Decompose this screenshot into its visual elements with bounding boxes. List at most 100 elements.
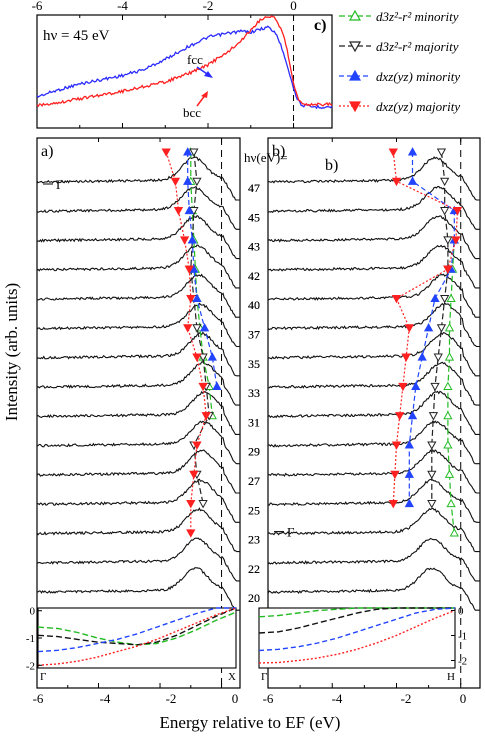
band-marker: [433, 353, 443, 362]
band-marker: [212, 381, 222, 390]
hv-label: 20: [248, 591, 260, 605]
spectrum-line: [268, 361, 480, 406]
spectrum-line: [267, 215, 480, 260]
spectrum-line: [267, 449, 480, 494]
panel-c-tick-label: 0: [290, 0, 297, 13]
x-tick-label: -2: [166, 691, 177, 706]
band-marker: [198, 382, 208, 392]
spectrum-line: [267, 478, 480, 523]
hv-label: 22: [248, 562, 260, 576]
inset-frame: [258, 607, 456, 669]
hv-label: 33: [248, 386, 260, 400]
inset-band-curve: [258, 609, 456, 664]
spectrum-line: [36, 478, 240, 523]
band-marker: [449, 528, 459, 537]
spectrum-line: [36, 449, 240, 494]
band-marker: [391, 294, 402, 304]
x-axis-label: Energy relative to EF (eV): [160, 713, 341, 732]
spectrum-line: [267, 156, 480, 201]
inset-band-curve: [258, 607, 455, 634]
legend-label: d3z²-r² majority: [376, 39, 459, 54]
band-marker: [189, 148, 199, 157]
band-marker: [391, 177, 402, 187]
panel-a: 47 45 43 42 40 37 35 33 31 29 27 25 23 22 20 a) Γ 0 -1 -2 Γ X: [26, 137, 260, 689]
spectrum-line: [267, 302, 480, 348]
band-marker: [390, 470, 400, 480]
band-marker: [183, 324, 193, 333]
hv-label: 22: [248, 562, 260, 576]
hv-label: 31: [248, 415, 260, 429]
inset-y-tick-label: -1: [26, 633, 35, 645]
hv-label: 35: [248, 357, 260, 371]
inset-y-tick-label: -1: [458, 631, 467, 643]
hv-label: 40: [248, 298, 260, 312]
spectrum-line: [36, 156, 240, 201]
band-marker: [436, 324, 447, 333]
panel-c-tick-label: -2: [203, 0, 214, 13]
band-marker: [183, 176, 193, 185]
band-marker: [183, 147, 193, 156]
hv-label: 47: [248, 181, 260, 195]
legend-marker: [348, 41, 362, 53]
band-marker: [388, 500, 398, 509]
legend-marker: [348, 9, 362, 21]
dispersion-line: [165, 151, 207, 533]
hv-label: 20: [248, 591, 260, 605]
legend-entry: dxz(yz) majority: [339, 99, 460, 114]
band-marker: [451, 236, 461, 245]
hv-label: 42: [248, 269, 260, 283]
hv-label: 27: [248, 474, 260, 488]
dispersion-line: [190, 151, 210, 504]
legend-entry: dxz(yz) minority: [339, 69, 460, 84]
band-marker: [407, 176, 418, 185]
band-marker: [443, 410, 453, 420]
legend-label: dxz(yz) minority: [376, 69, 460, 84]
band-marker: [186, 529, 196, 538]
panel-b-label-right: b): [325, 157, 338, 174]
spectrum-line: [36, 420, 240, 465]
spectrum-line: [267, 390, 480, 435]
band-marker: [444, 322, 455, 332]
band-marker: [440, 207, 450, 216]
band-marker: [192, 353, 202, 362]
panel-b: 47 45 43 42 40 37 35 33 31 29 27 25 23 22 20 b) Γ 0 -1 -2 Γ H: [248, 137, 481, 689]
band-marker: [186, 294, 196, 304]
panel-c-tick-label: -4: [117, 0, 128, 13]
band-marker: [192, 177, 202, 187]
band-marker: [430, 382, 440, 392]
band-marker: [444, 352, 455, 361]
inset-y-tick-label: 0: [30, 606, 36, 618]
bcc-arrow-head: [201, 91, 208, 98]
inset-x-tick-label: H: [447, 671, 455, 683]
inset-band-curve: [37, 607, 237, 666]
hv-label: 43: [248, 240, 260, 254]
band-marker: [427, 500, 437, 509]
band-marker: [428, 412, 439, 421]
band-marker: [404, 469, 414, 478]
x-tick-label: 0: [460, 691, 467, 706]
hv-label: 25: [248, 503, 260, 517]
hv-label: 43: [248, 240, 260, 254]
band-marker: [443, 236, 453, 245]
band-marker: [186, 500, 196, 509]
inset-x-tick-label: Γ: [261, 671, 267, 683]
panel-b-label: b): [272, 143, 285, 160]
legend-label: d3z²-r² minority: [376, 9, 459, 24]
band-marker: [199, 322, 210, 332]
spectrum-line: [36, 185, 240, 230]
band-marker: [440, 177, 450, 187]
hv-label: 40: [248, 298, 260, 312]
panel-c-frame: [36, 14, 333, 129]
band-marker: [192, 324, 202, 333]
legend-entry: d3z²-r² minority: [339, 9, 459, 24]
band-marker: [444, 469, 455, 478]
spectrum-line: [36, 214, 240, 260]
band-marker: [423, 322, 434, 332]
hv-label: 23: [248, 533, 260, 547]
hv-label: 45: [248, 210, 260, 224]
band-marker: [401, 353, 411, 362]
panel-c-tick-label: -6: [32, 0, 43, 13]
series-fcc: [36, 25, 333, 110]
band-marker: [407, 410, 418, 420]
